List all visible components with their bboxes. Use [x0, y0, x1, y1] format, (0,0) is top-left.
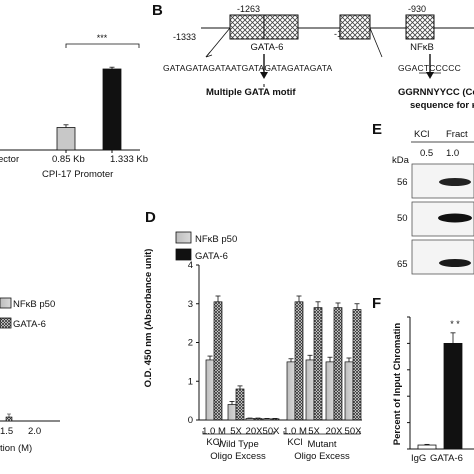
a-cat-2: 1.333 Kb: [110, 154, 148, 165]
e-col-1: 1.0: [446, 148, 459, 159]
d-xlabel-4-1: KCl: [287, 437, 302, 448]
d-bar-5-0: [305, 359, 315, 421]
d-bars: [205, 295, 362, 421]
b-gata-label: GATA-6: [251, 42, 284, 53]
d-legend-0: NFκB p50: [195, 234, 237, 245]
blot-65: [411, 239, 474, 275]
d-group-wt-2: Oligo Excess: [210, 451, 266, 462]
d-xlabel-0-1: KCl: [206, 437, 221, 448]
d-group-wt: Wild Type: [217, 439, 259, 450]
d-xlabel-6-0: 20X: [326, 426, 344, 437]
d-ytick-label-4: 4: [188, 260, 193, 271]
b-nfkb-label: NFκB: [410, 42, 434, 53]
c-tick-1: 2.0: [28, 426, 41, 437]
d-bar-4-1: [294, 301, 304, 421]
f-cat-0: IgG: [411, 453, 426, 464]
a-bar-0: [56, 127, 76, 151]
a-cat-1: 0.85 Kb: [52, 154, 85, 165]
f-label: F: [372, 295, 381, 312]
b-pos-1263: -1263: [237, 4, 260, 14]
gata-box-2: [263, 14, 299, 40]
b-consensus-2: sequence for κB): [410, 100, 474, 111]
d-ytick-label-3: 3: [188, 299, 193, 310]
d-bar-6-0: [325, 361, 335, 421]
d-group-mut: Mutant: [307, 439, 336, 450]
f-bars: [417, 332, 463, 450]
d-ylabel: O.D. 450 nm (Absorbance unit): [143, 249, 154, 388]
b-seq-nfkb: GGACTCCCCC: [398, 63, 461, 73]
d-bar-6-1: [333, 307, 343, 421]
e-kda-50: 50: [397, 213, 408, 224]
d-xlabel-1-0: 5X: [230, 426, 242, 437]
b-consensus: GGRNNYYCC (Con: [398, 87, 474, 98]
a-stars: ***: [97, 33, 108, 43]
e-col-0: 0.5: [420, 148, 433, 159]
d-bar-1-0: [227, 404, 237, 421]
d-bar-2-1: [253, 418, 263, 421]
f-bar-1: [443, 342, 463, 450]
d-bar-2-0: [245, 418, 255, 421]
f-stars: * *: [450, 319, 460, 329]
e-label: E: [372, 121, 382, 138]
e-kda-56: 56: [397, 177, 408, 188]
d-xlabel-5-0: 5X: [308, 426, 320, 437]
c-legend-swatch-0: [0, 297, 12, 309]
d-bar-5-1: [313, 307, 323, 421]
panel-f: F Percent of Input Chromatin * * IgG GAT…: [372, 295, 474, 464]
d-label: D: [145, 209, 156, 226]
a-bars: [56, 66, 122, 151]
panel-a-fragment: *** ector 0.85 Kb 1.333 Kb CPI-17 Promot…: [0, 33, 148, 180]
e-header-fract: Fract: [446, 129, 468, 140]
a-xlabel: CPI-17 Promoter: [42, 169, 113, 180]
d-xlabel-3-0: 50X: [263, 426, 281, 437]
b-pos-930: -930: [408, 4, 426, 14]
d-legend-1: GATA-6: [195, 251, 228, 262]
gata-box-1: [229, 14, 265, 40]
panel-c-fragment: NFκB p50 GATA-6 1.5 2.0 tion (M): [0, 297, 60, 454]
gata-box-3: [339, 14, 371, 40]
f-bar-0: [417, 444, 437, 450]
d-group-mut-2: Oligo Excess: [294, 451, 350, 462]
a-cat-0: ector: [0, 154, 19, 165]
b-multiple-gata: Multiple GATA motif: [206, 87, 296, 98]
c-legend-swatch-1: [0, 317, 12, 329]
d-xlabel-0-0: 1.0 M: [202, 426, 226, 437]
e-kda-label: kDa: [392, 155, 410, 166]
nfkb-box: [405, 14, 435, 40]
b-seq-gata: GATAGATAGATAATGATAGATAGATAGATA: [163, 63, 333, 73]
d-bar-3-1: [270, 418, 280, 421]
c-legend-0: NFκB p50: [13, 299, 55, 310]
f-ylabel: Percent of Input Chromatin: [392, 323, 403, 446]
c-legend-1: GATA-6: [13, 319, 46, 330]
e-kda-65: 65: [397, 259, 408, 270]
d-bar-0-0: [205, 359, 215, 421]
a-bar-1: [102, 68, 122, 151]
d-ytick-label-2: 2: [188, 338, 193, 349]
e-header-kcl: KCl: [414, 129, 429, 140]
f-axes: [407, 316, 474, 450]
d-legend-swatch-1: [175, 248, 192, 261]
c-xlabel: tion (M): [0, 443, 32, 454]
panel-b: B -1263 -1233 -1333 -930 GATA-6 NFκB GAT…: [152, 2, 474, 111]
d-xlabel-4-0: 1.0 M: [283, 426, 307, 437]
d-xlabel-7-0: 50X: [345, 426, 363, 437]
c-tick-0: 1.5: [0, 426, 13, 437]
d-bar-7-0: [344, 361, 354, 421]
d-ytick-label-1: 1: [188, 376, 193, 387]
d-bar-0-1: [213, 301, 223, 421]
f-cat-1: GATA-6: [430, 453, 463, 464]
d-bar-7-1: [352, 309, 362, 421]
panel-e: E KCl Fract kDa 0.5 1.0 56 50 65: [372, 121, 474, 275]
d-bar-3-0: [262, 418, 272, 421]
d-xlabel-2-0: 20X: [246, 426, 264, 437]
b-label: B: [152, 2, 163, 19]
b-pos-1333: -1333: [173, 32, 196, 42]
panel-d: D O.D. 450 nm (Absorbance unit) 0 1 2 3 4 1.…: [143, 209, 362, 462]
d-ytick-label-0: 0: [188, 415, 193, 426]
d-legend-swatch-0: [175, 231, 192, 244]
d-bar-1-1: [235, 388, 245, 421]
d-bar-4-0: [286, 361, 296, 421]
